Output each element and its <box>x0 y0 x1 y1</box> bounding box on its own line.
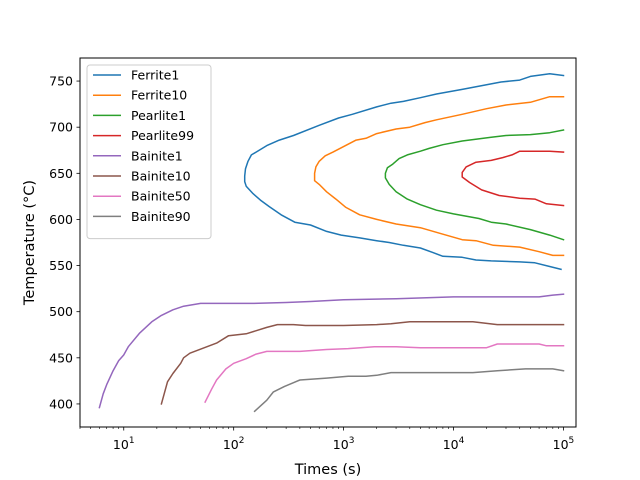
series-line-bainite90 <box>253 368 565 413</box>
plot-frame <box>79 57 577 428</box>
series-layer <box>98 72 565 413</box>
legend: Ferrite1 Ferrite10 Pearlite1 Pearlite99 Bain… <box>86 64 212 240</box>
legend-label-bainite50: Bainite50 <box>131 189 191 204</box>
legend-label-bainite10: Bainite10 <box>131 169 191 184</box>
series-line-ferrite1 <box>243 72 565 271</box>
series-line-bainite50 <box>204 343 565 404</box>
y-tick-label: 750 <box>49 74 73 89</box>
y-tick-label: 600 <box>49 212 73 227</box>
legend-label-bainite1: Bainite1 <box>131 148 183 163</box>
y-axis-label: Temperature (°C) <box>22 180 38 306</box>
legend-label-bainite90: Bainite90 <box>131 209 191 224</box>
legend-label-pearlite1: Pearlite1 <box>131 108 186 123</box>
legend-label-ferrite1: Ferrite1 <box>131 68 179 83</box>
series-line-ferrite10 <box>313 95 565 257</box>
series-line-bainite1 <box>98 293 565 409</box>
y-tick-label: 400 <box>49 396 73 411</box>
y-tick-label: 700 <box>49 120 73 135</box>
series-line-bainite10 <box>160 321 565 405</box>
y-tick-label: 650 <box>49 166 73 181</box>
legend-label-pearlite99: Pearlite99 <box>131 128 194 143</box>
x-axis-label: Times (s) <box>294 462 362 478</box>
y-tick-label: 450 <box>49 350 73 365</box>
y-tick-label: 500 <box>49 304 73 319</box>
series-line-pearlite99 <box>461 150 565 207</box>
legend-box <box>86 64 212 240</box>
legend-label-ferrite10: Ferrite10 <box>131 88 187 103</box>
series-line-pearlite1 <box>384 129 565 241</box>
y-tick-label: 550 <box>49 258 73 273</box>
